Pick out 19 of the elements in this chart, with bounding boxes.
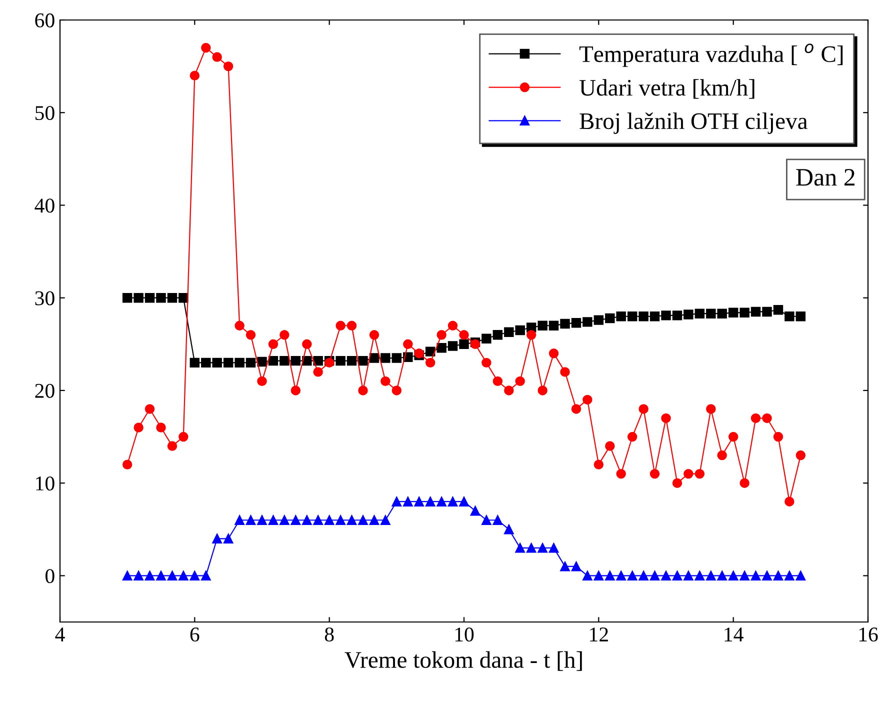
legend-label: Udari vetra [km/h] xyxy=(579,79,754,99)
y-tick-label: 0 xyxy=(46,569,54,584)
legend-label: Broj lažnih OTH ciljeva xyxy=(580,112,808,134)
x-tick-label: 10 xyxy=(455,627,474,642)
y-tick-label: 10 xyxy=(36,476,54,491)
legend-label: Temperatura vazduha [ $^{o}$ C] xyxy=(579,44,843,67)
x-tick-label: 6 xyxy=(190,628,200,642)
y-tick-label: 50 xyxy=(36,106,54,120)
x-tick-label: 4 xyxy=(55,628,65,642)
y-tick-label: 60 xyxy=(35,13,54,28)
annotation: Dan 2 xyxy=(796,168,854,186)
y-tick-label: 40 xyxy=(34,198,54,213)
x-tick-label: 16 xyxy=(859,628,878,642)
y-tick-label: 30 xyxy=(35,291,54,306)
x-tick-label: 8 xyxy=(324,627,334,642)
x-tick-label: 12 xyxy=(590,628,608,642)
y-tick-label: 20 xyxy=(35,384,54,398)
x-axis-title: Vreme tokom dana - t [h] xyxy=(344,651,582,671)
x-tick-label: 14 xyxy=(724,628,744,642)
